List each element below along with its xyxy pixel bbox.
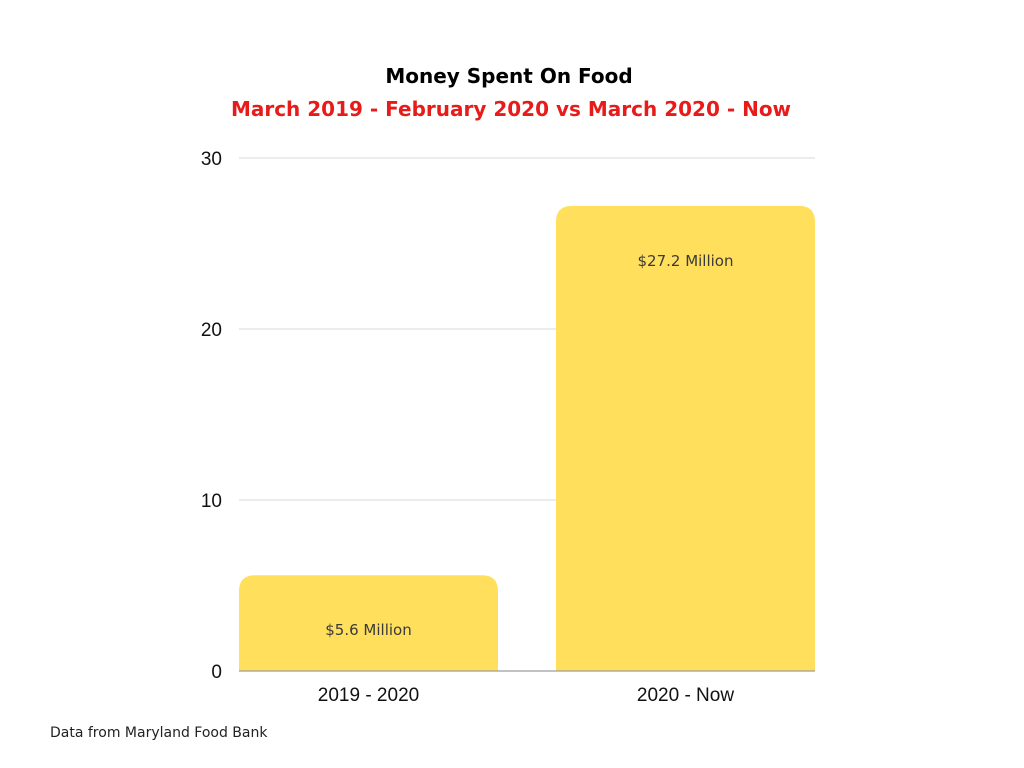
chart-subtitle: March 2019 - February 2020 vs March 2020… bbox=[231, 97, 791, 121]
bar-data-label: $5.6 Million bbox=[325, 621, 411, 639]
bar bbox=[556, 205, 815, 671]
bar-data-label: $27.2 Million bbox=[637, 252, 733, 270]
chart-title: Money Spent On Food bbox=[385, 64, 632, 88]
source-note: Data from Maryland Food Bank bbox=[50, 725, 268, 741]
y-tick-label: 10 bbox=[201, 491, 222, 512]
axes: 0 10 20 30 2019 - 2020 2020 - Now bbox=[201, 149, 815, 706]
x-tick-label: 2020 - Now bbox=[637, 685, 734, 706]
y-tick-label: 20 bbox=[201, 320, 222, 341]
x-tick-label: 2019 - 2020 bbox=[318, 685, 419, 706]
bar bbox=[239, 575, 498, 671]
y-tick-label: 30 bbox=[201, 149, 222, 170]
bars: $5.6 Million $27.2 Million bbox=[239, 205, 815, 671]
y-tick-label: 0 bbox=[211, 662, 222, 683]
